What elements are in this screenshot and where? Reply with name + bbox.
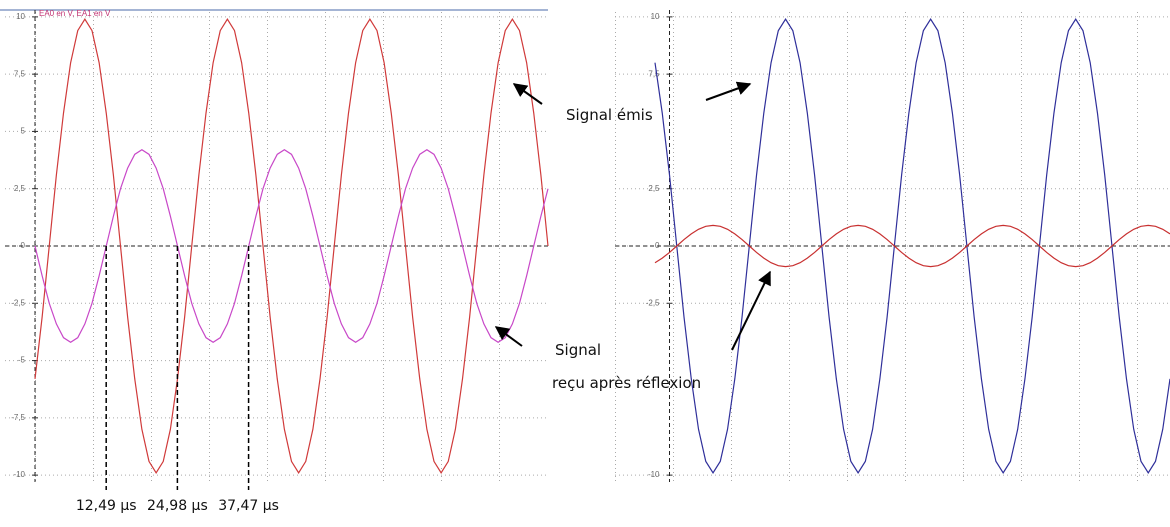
y-tick-label: 10 xyxy=(16,12,25,21)
time-mark-label: 24,98 µs xyxy=(147,498,208,514)
y-tick-label: -7,5 xyxy=(11,413,25,422)
y-tick-label: -10 xyxy=(648,470,660,479)
y-tick-label: -2,5 xyxy=(646,298,660,307)
time-mark-label: 12,49 µs xyxy=(76,498,137,514)
series-line xyxy=(654,224,1170,268)
y-tick-label: 7,5 xyxy=(14,69,26,78)
y-tick-label: 10 xyxy=(651,12,660,21)
y-tick-label: 0 xyxy=(21,241,26,250)
vertical-grid xyxy=(5,10,548,482)
y-tick-label: 7,5 xyxy=(648,69,660,78)
annotation: reçu après réflexion xyxy=(552,374,701,392)
annotation: Signal émis xyxy=(566,106,653,124)
charts: 10 7,5 5 2,5 0 -2,5 -5 -7,5 -10 EA0 en V, EA1 en … xyxy=(5,9,1170,514)
y-tick-label: -10 xyxy=(13,470,25,479)
arrow xyxy=(512,83,543,105)
arrow xyxy=(705,81,752,101)
legend: EA0 en V, EA1 en V xyxy=(39,9,111,18)
arrow xyxy=(494,326,523,347)
time-mark-label: 37,47 µs xyxy=(218,498,279,514)
y-tick-label: -5 xyxy=(18,356,26,365)
series-line xyxy=(654,18,1170,474)
arrow xyxy=(731,270,771,351)
annotation: Signal xyxy=(555,341,601,359)
series-line xyxy=(34,149,549,343)
y-tick-label: 2,5 xyxy=(14,184,26,193)
y-tick-label: 5 xyxy=(21,127,26,136)
y-tick-label: 2,5 xyxy=(648,184,660,193)
y-tick-label: -2,5 xyxy=(11,298,25,307)
series-line xyxy=(34,18,549,474)
